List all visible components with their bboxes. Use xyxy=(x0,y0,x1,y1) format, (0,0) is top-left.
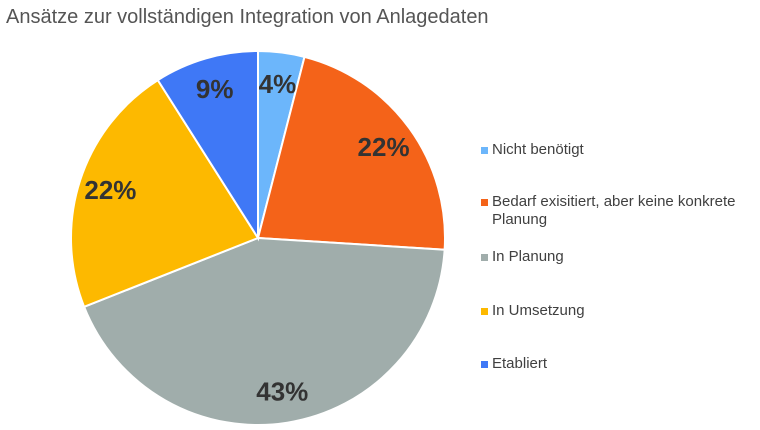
legend-item: In Umsetzung xyxy=(481,302,760,320)
data-label: 22% xyxy=(358,132,410,162)
pie-slice xyxy=(70,78,260,309)
legend-item: Bedarf exisitiert, aber keine konkrete P… xyxy=(481,193,760,229)
data-label: 4% xyxy=(259,69,297,99)
data-label: 22% xyxy=(84,175,136,205)
legend-label: Bedarf exisitiert, aber keine konkrete P… xyxy=(492,193,736,228)
legend-item: Etabliert xyxy=(481,355,760,373)
legend-item: In Planung xyxy=(481,248,760,266)
legend-item: Nicht benötigt xyxy=(481,141,760,159)
pie-slice xyxy=(156,49,259,242)
legend-label: Etabliert xyxy=(492,355,548,372)
legend-label: In Umsetzung xyxy=(492,302,585,319)
legend-label: In Planung xyxy=(492,248,564,265)
data-label: 43% xyxy=(256,376,308,406)
legend-swatch xyxy=(481,361,488,368)
legend-swatch xyxy=(481,199,488,206)
pie-slice xyxy=(256,55,446,251)
pie-slice xyxy=(82,236,446,426)
legend-swatch xyxy=(481,308,488,315)
legend-swatch xyxy=(481,254,488,261)
data-label: 9% xyxy=(196,74,234,104)
legend-label: Nicht benötigt xyxy=(492,141,584,158)
chart-title: Ansätze zur vollständigen Integration vo… xyxy=(6,6,489,28)
legend-swatch xyxy=(481,147,488,154)
